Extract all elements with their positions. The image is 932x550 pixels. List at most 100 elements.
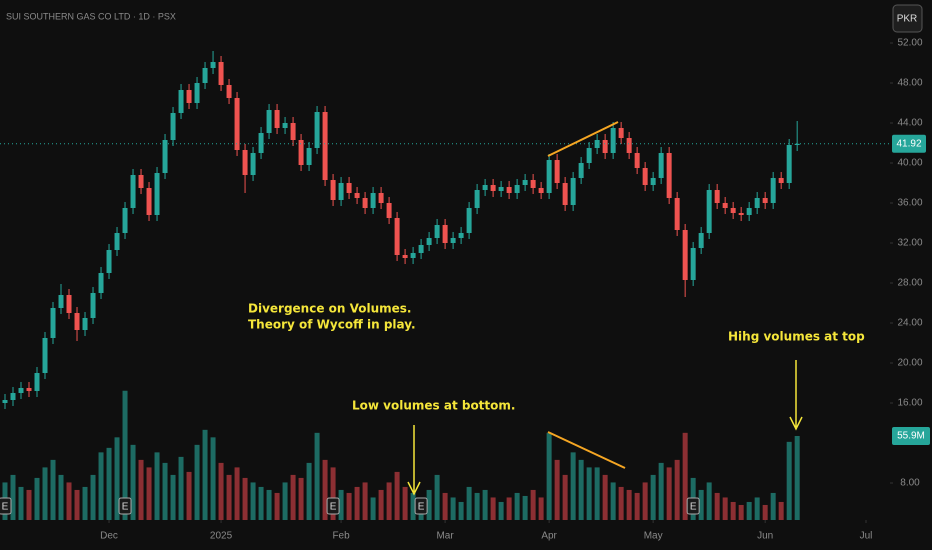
volume-bar bbox=[298, 477, 304, 520]
candle-body bbox=[186, 90, 192, 103]
earnings-marker bbox=[686, 497, 700, 515]
y-tick-label: 20.00 bbox=[897, 358, 922, 369]
candle-body bbox=[26, 388, 32, 391]
candle-body bbox=[746, 208, 752, 215]
volume-bar bbox=[314, 432, 320, 520]
candle-body bbox=[282, 123, 288, 128]
volume-bar bbox=[378, 489, 384, 520]
arrow bbox=[789, 360, 803, 431]
candle-body bbox=[546, 160, 552, 193]
volume-bar bbox=[218, 462, 224, 520]
candle-body bbox=[658, 153, 664, 178]
earnings-label: E bbox=[330, 502, 337, 513]
candle-body bbox=[122, 208, 128, 233]
volume-bar bbox=[482, 489, 488, 520]
candle-body bbox=[426, 238, 432, 245]
candle-body bbox=[506, 187, 512, 193]
volume-bar bbox=[762, 504, 768, 520]
candle-body bbox=[594, 140, 600, 148]
volume-bar bbox=[554, 459, 560, 520]
candle-body bbox=[762, 198, 768, 203]
y-tick-label: 32.00 bbox=[897, 238, 922, 249]
volume-bar bbox=[146, 467, 152, 520]
candle-body bbox=[114, 233, 120, 250]
volume-bar bbox=[130, 444, 136, 520]
candle-body bbox=[50, 308, 56, 338]
volume-bar bbox=[770, 492, 776, 520]
volume-bar bbox=[98, 452, 104, 520]
volume-bar bbox=[18, 486, 24, 520]
volume-bar bbox=[42, 467, 48, 520]
candle-body bbox=[154, 173, 160, 215]
y-tick-label: 24.00 bbox=[897, 318, 922, 329]
candle-body bbox=[386, 203, 392, 218]
volume-bar bbox=[274, 492, 280, 520]
currency-box[interactable] bbox=[892, 4, 923, 33]
volume-bar bbox=[522, 495, 528, 520]
volume-bar bbox=[450, 497, 456, 520]
candle-body bbox=[626, 138, 632, 153]
candle-body bbox=[402, 255, 408, 258]
x-tick-label: 2025 bbox=[210, 531, 233, 542]
volume-bar bbox=[114, 437, 120, 520]
currency[interactable]: PKR bbox=[897, 14, 918, 25]
y-tick-label: 44.00 bbox=[897, 118, 922, 129]
candle-body bbox=[482, 185, 488, 190]
candle-body bbox=[218, 62, 224, 85]
volume-bar bbox=[514, 492, 520, 520]
volume-bar bbox=[442, 492, 448, 520]
candle-body bbox=[754, 198, 760, 208]
candle-body bbox=[314, 112, 320, 148]
volume-bar bbox=[634, 492, 640, 520]
candle-body bbox=[466, 208, 472, 233]
volume-bar bbox=[394, 471, 400, 520]
candle-body bbox=[290, 123, 296, 140]
volume-bar bbox=[778, 501, 784, 520]
y-tick-label: 8.00 bbox=[900, 478, 920, 489]
volume-bar bbox=[178, 456, 184, 520]
candle-body bbox=[602, 140, 608, 153]
earnings-label: E bbox=[2, 502, 9, 513]
candle-body bbox=[202, 68, 208, 83]
volume-bar bbox=[250, 482, 256, 520]
volume-bar bbox=[202, 429, 208, 520]
volume-bar bbox=[346, 492, 352, 520]
earnings-marker bbox=[326, 497, 340, 515]
candle-body bbox=[778, 178, 784, 183]
y-tick-label: 48.00 bbox=[897, 78, 922, 89]
volume-bar bbox=[66, 482, 72, 520]
volume-bar bbox=[226, 474, 232, 520]
volume-bar bbox=[602, 474, 608, 520]
candle-body bbox=[362, 198, 368, 208]
candle-body bbox=[410, 253, 416, 258]
annotation: Low volumes at bottom. bbox=[352, 399, 515, 413]
volume-bar bbox=[674, 459, 680, 520]
volume-bar bbox=[258, 486, 264, 520]
volume-bar bbox=[306, 462, 312, 520]
candle-body bbox=[370, 193, 376, 208]
plot: 52.00 48.00 44.00 40.00 36.00 32.00 28.00 24.00… bbox=[0, 38, 930, 542]
volume-bar bbox=[570, 452, 576, 520]
volume-bar bbox=[362, 482, 368, 520]
volume-bar bbox=[194, 444, 200, 520]
volume-bar bbox=[26, 489, 32, 520]
volume-bar bbox=[666, 467, 672, 520]
volume-bar bbox=[498, 501, 504, 520]
candle-body bbox=[10, 393, 16, 400]
candle-body bbox=[250, 153, 256, 175]
volume-bar bbox=[170, 474, 176, 520]
candle-body bbox=[82, 318, 88, 330]
candle-body bbox=[706, 190, 712, 233]
volume-bar bbox=[330, 467, 336, 520]
candle-body bbox=[690, 248, 696, 280]
candle-body bbox=[522, 180, 528, 185]
volume-bar bbox=[122, 390, 128, 520]
x-tick-label: Mar bbox=[436, 531, 454, 542]
trend-line bbox=[547, 431, 626, 469]
volume-bar bbox=[650, 474, 656, 520]
earnings-label: E bbox=[122, 502, 129, 513]
candle-body bbox=[90, 293, 96, 318]
volume-bar bbox=[474, 492, 480, 520]
x-tick-label: Jun bbox=[757, 531, 773, 542]
